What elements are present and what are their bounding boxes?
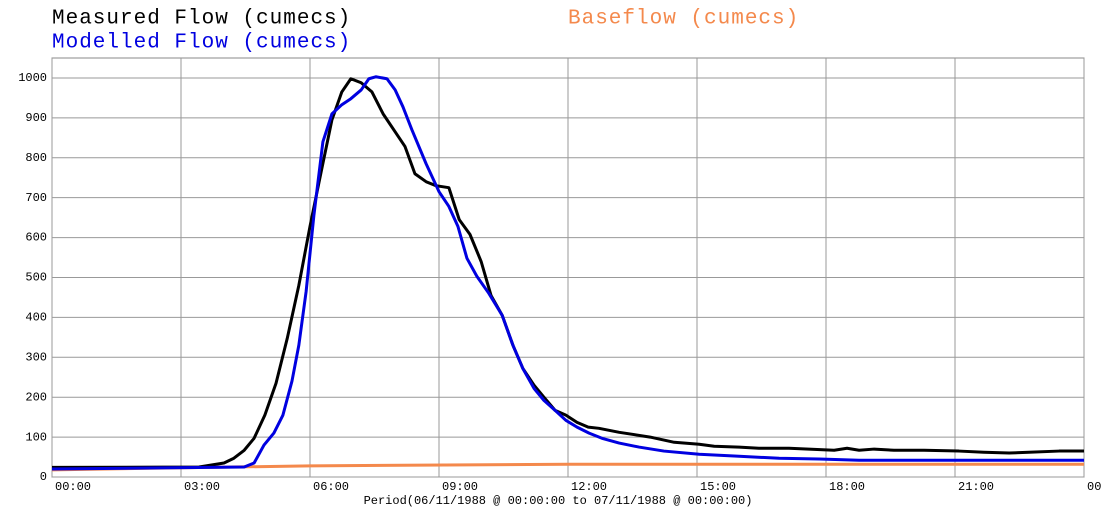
- legend-label: Modelled Flow (cumecs): [52, 32, 351, 55]
- y-tick-label: 900: [25, 111, 47, 125]
- x-tick-label: 03:00: [184, 480, 220, 494]
- x-tick-label: 18:00: [829, 480, 865, 494]
- x-tick-label: 21:00: [958, 480, 994, 494]
- y-tick-label: 0: [40, 470, 47, 484]
- legend-label: Baseflow (cumecs): [568, 8, 799, 31]
- y-tick-label: 700: [25, 191, 47, 205]
- y-tick-label: 500: [25, 271, 47, 285]
- y-tick-label: 600: [25, 231, 47, 245]
- y-tick-label: 200: [25, 390, 47, 404]
- legend-label: Measured Flow (cumecs): [52, 8, 351, 31]
- y-tick-label: 100: [25, 430, 47, 444]
- y-tick-label: 400: [25, 311, 47, 325]
- y-tick-label: 800: [25, 151, 47, 165]
- x-tick-label: 06:00: [313, 480, 349, 494]
- x-tick-label: 00: [1087, 480, 1101, 494]
- x-tick-label: 09:00: [442, 480, 478, 494]
- x-tick-label: 15:00: [700, 480, 736, 494]
- series-line: [51, 75, 1084, 471]
- x-axis-label: Period(06/11/1988 @ 00:00:00 to 07/11/19…: [364, 494, 753, 508]
- x-tick-label: 00:00: [55, 480, 91, 494]
- y-tick-label: 1000: [18, 71, 47, 85]
- x-tick-label: 12:00: [571, 480, 607, 494]
- y-tick-label: 300: [25, 350, 47, 364]
